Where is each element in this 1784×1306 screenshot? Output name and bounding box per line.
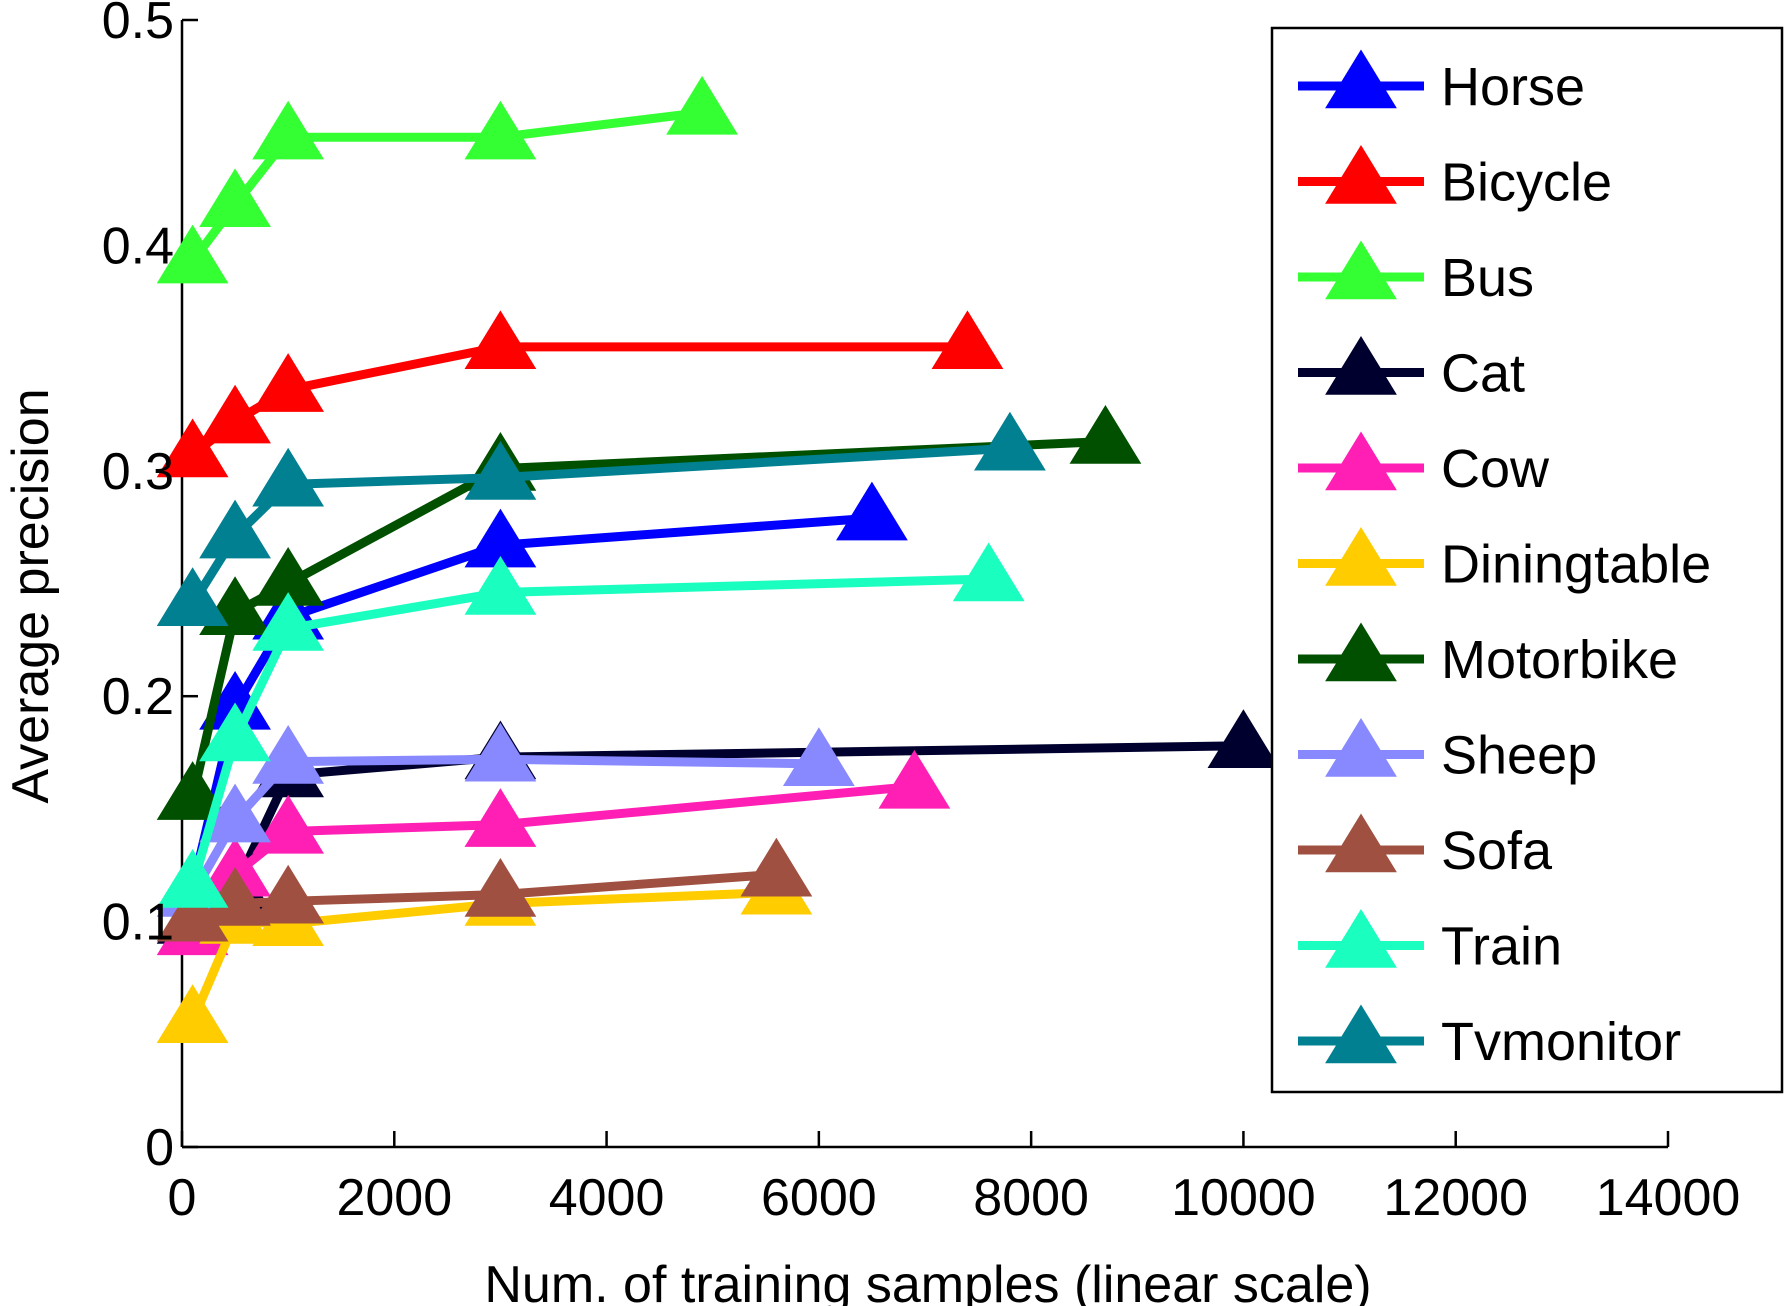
data-point-cow	[464, 788, 537, 847]
y-tick-label: 0.4	[102, 217, 174, 275]
data-point-cat	[1207, 709, 1280, 768]
data-point-bicycle	[464, 310, 537, 370]
data-point-tvmonitor	[156, 567, 229, 626]
data-point-train	[464, 556, 537, 615]
legend-item-bus: Bus	[1298, 240, 1534, 308]
legend-marker-train	[1325, 908, 1397, 968]
y-tick-label: 0.1	[102, 894, 174, 952]
data-point-bus	[252, 100, 325, 160]
legend-label-cow: Cow	[1441, 439, 1550, 499]
series-sofa	[156, 837, 813, 942]
data-point-bicycle	[931, 310, 1004, 370]
data-point-sheep	[464, 722, 537, 782]
legend-item-cat: Cat	[1298, 335, 1525, 404]
data-point-tvmonitor	[252, 447, 325, 507]
legend-marker-diningtable	[1325, 526, 1397, 586]
legend-item-cow: Cow	[1298, 431, 1550, 499]
data-point-bus	[199, 168, 271, 228]
y-tick-label: 0.5	[102, 0, 174, 50]
data-point-diningtable	[156, 984, 229, 1043]
series-bicycle	[156, 310, 1004, 478]
data-point-tvmonitor	[464, 441, 537, 500]
y-tick-label: 0.3	[102, 443, 174, 501]
x-tick-label: 0	[168, 1169, 197, 1227]
series-tvmonitor	[156, 411, 1046, 626]
data-point-train	[952, 542, 1025, 602]
y-tick-label: 0	[145, 1119, 174, 1177]
data-point-bus	[156, 224, 229, 284]
data-point-sofa	[740, 837, 813, 897]
legend-marker-tvmonitor	[1325, 1004, 1397, 1064]
legend-marker-cow	[1325, 431, 1397, 491]
legend-label-motorbike: Motorbike	[1441, 630, 1678, 690]
data-point-sheep	[252, 725, 325, 784]
x-tick-label: 10000	[1171, 1169, 1316, 1227]
data-point-sofa	[252, 864, 325, 924]
legend-label-sofa: Sofa	[1441, 821, 1553, 881]
data-point-bicycle	[199, 384, 271, 444]
legend-label-bicycle: Bicycle	[1441, 153, 1612, 213]
data-point-train	[252, 592, 325, 651]
x-tick-label: 4000	[549, 1169, 665, 1227]
legend-label-diningtable: Diningtable	[1441, 535, 1711, 595]
data-point-bicycle	[156, 418, 229, 478]
legend-marker-motorbike	[1325, 622, 1397, 682]
tick-labels: 0 2000 4000 6000 8000 10000 12000 14000 0 0.1 0.2 0…	[102, 0, 1741, 1227]
data-point-bus	[464, 100, 537, 160]
data-point-sofa	[464, 858, 537, 917]
y-axis-title: Average precision	[2, 388, 60, 803]
data-point-bus	[666, 75, 738, 135]
x-tick-label: 12000	[1383, 1169, 1528, 1227]
x-tick-label: 2000	[336, 1169, 452, 1227]
legend-item-horse: Horse	[1298, 49, 1585, 117]
legend-item-train: Train	[1298, 908, 1562, 977]
legend-marker-bicycle	[1325, 144, 1397, 204]
series-layer	[156, 75, 1280, 1043]
legend-item-motorbike: Motorbike	[1298, 622, 1678, 690]
data-point-motorbike	[1069, 404, 1142, 464]
legend-marker-bus	[1325, 240, 1397, 300]
legend: Horse Bicycle Bus Cat Cow Diningtable Motorbik…	[1270, 26, 1784, 1094]
data-point-cow	[878, 749, 951, 809]
data-point-horse	[836, 481, 908, 541]
data-point-train	[199, 702, 271, 762]
data-point-tvmonitor	[974, 411, 1046, 471]
x-axis-title: Num. of training samples (linear scale)	[484, 1256, 1371, 1306]
legend-label-cat: Cat	[1441, 344, 1525, 404]
data-point-train	[156, 849, 229, 908]
data-point-bicycle	[252, 353, 325, 412]
legend-label-train: Train	[1441, 917, 1562, 977]
legend-item-diningtable: Diningtable	[1298, 526, 1711, 595]
legend-label-bus: Bus	[1441, 248, 1534, 308]
legend-label-tvmonitor: Tvmonitor	[1441, 1012, 1681, 1072]
data-point-motorbike	[156, 761, 229, 820]
x-tick-label: 8000	[973, 1169, 1089, 1227]
y-tick-label: 0.2	[102, 668, 174, 726]
data-point-tvmonitor	[199, 499, 271, 559]
series-bus	[156, 75, 738, 284]
legend-marker-horse	[1325, 49, 1397, 109]
legend-item-sheep: Sheep	[1298, 717, 1597, 786]
legend-marker-sofa	[1325, 813, 1397, 873]
legend-label-horse: Horse	[1441, 57, 1585, 117]
series-train	[156, 542, 1025, 908]
legend-label-sheep: Sheep	[1441, 726, 1597, 786]
x-tick-label: 14000	[1596, 1169, 1741, 1227]
legend-item-tvmonitor: Tvmonitor	[1298, 1004, 1681, 1072]
legend-marker-cat	[1325, 335, 1397, 395]
x-tick-label: 6000	[761, 1169, 877, 1227]
data-point-sheep	[782, 727, 855, 787]
series-motorbike	[156, 404, 1142, 820]
data-point-cow	[252, 794, 325, 854]
legend-item-sofa: Sofa	[1298, 813, 1553, 881]
legend-item-bicycle: Bicycle	[1298, 144, 1612, 213]
legend-marker-sheep	[1325, 717, 1397, 777]
